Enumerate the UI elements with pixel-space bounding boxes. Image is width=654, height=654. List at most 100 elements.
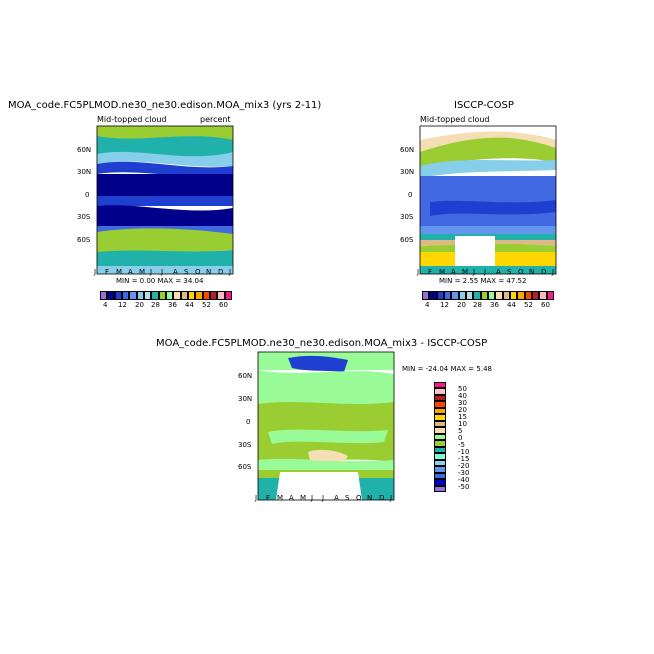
obs-colorbar-swatch [509,291,518,300]
obs-month-tick: S [507,268,512,276]
diff-month-tick: S [345,494,350,502]
obs-colorbar-swatch [422,291,430,300]
obs-colorbar-swatch [480,291,488,300]
model-colorbar-swatch [100,291,108,300]
diff-colorbar-label: 20 [458,406,467,414]
model-colorbar-swatch [114,291,122,300]
diff-colorbar-label: 30 [458,399,467,407]
diff-month-tick: N [367,494,373,502]
diff-month-tick: F [266,494,271,502]
obs-colorbar-label: 28 [473,301,482,309]
obs-colorbar-label: 44 [507,301,516,309]
diff-colorbar-label: -15 [458,455,470,463]
model-colorbar-swatch [187,291,196,300]
diff-max-value: 5.48 [476,365,492,373]
obs-month-tick: M [462,268,469,276]
obs-band-itcz [430,200,556,216]
model-month-tick: M [116,268,123,276]
obs-band-polar-s-bottom [420,266,556,274]
model-colorbar-label: 12 [118,301,127,309]
diff-colorbar-swatch [434,472,446,480]
obs-panel-variable-label: Mid-topped cloud [420,115,490,124]
model-lat-tick-30s: 30S [77,213,91,221]
model-month-tick: J [94,268,97,276]
diff-colorbar-label: 10 [458,420,467,428]
diff-min-value: -24.04 [425,365,449,373]
diff-month-tick: J [390,494,393,502]
model-colorbar-swatch [180,291,188,300]
diff-contour-plot [257,351,395,501]
obs-colorbar-swatch [465,291,474,300]
model-month-axis: J F M A M J J A S O N D J [94,268,238,278]
model-band-polar-s1 [97,250,233,266]
model-max-value: 34.04 [183,277,204,285]
obs-colorbar-swatch [517,291,525,300]
obs-colorbar-swatch [458,291,466,300]
diff-colorbar-label: -5 [458,441,465,449]
diff-band-arctic-blue [288,355,348,372]
model-colorbar-swatch [129,291,137,300]
obs-colorbar-swatch [436,291,444,300]
obs-colorbar [422,291,554,300]
diff-plot-area [257,351,395,501]
diff-month-tick: J [255,494,258,502]
model-colorbar [100,291,232,300]
model-colorbar-swatch [158,291,166,300]
model-colorbar-swatch [195,291,203,300]
model-colorbar-swatch [143,291,152,300]
model-band-polar-s2 [97,266,233,274]
model-colorbar-label: 44 [185,301,194,309]
diff-colorbar-swatch [434,440,446,447]
diff-colorbar-swatch [434,414,446,421]
model-colorbar-swatch [217,291,225,300]
diff-month-tick: A [289,494,294,502]
diff-month-tick: M [300,494,307,502]
model-min-value: 0.00 [139,277,156,285]
obs-colorbar-label: 20 [457,301,466,309]
model-lat-tick-60s: 60S [77,236,91,244]
diff-lat-tick-0: 0 [246,418,251,426]
model-month-tick: D [218,268,224,276]
obs-colorbar-swatch [502,291,510,300]
obs-min-max: MIN = 2.55 MAX = 47.52 [439,277,527,285]
model-band-equator [97,196,233,206]
diff-colorbar-label: -20 [458,462,470,470]
diff-lat-tick-60s: 60S [238,463,252,471]
obs-month-tick: A [451,268,456,276]
obs-colorbar-labels: 4 12 20 28 36 44 52 60 [422,301,554,310]
model-band-sub-n [97,161,233,177]
obs-colorbar-swatch [539,291,547,300]
diff-colorbar-label: -50 [458,483,470,491]
diff-colorbar-swatch [434,427,446,434]
diff-colorbar-swatch [434,401,446,408]
obs-colorbar-swatch [546,291,554,300]
obs-month-tick: M [439,268,446,276]
model-colorbar-label: 20 [135,301,144,309]
obs-month-tick: D [541,268,547,276]
diff-month-axis: J F M A M J J A S O N D J [255,494,399,504]
diff-min-max: MIN = -24.04 MAX = 5.48 [402,365,492,373]
obs-month-tick: F [428,268,433,276]
model-month-tick: J [229,268,232,276]
model-colorbar-label: 4 [103,301,108,309]
obs-lat-tick-60s: 60S [400,236,414,244]
obs-lat-tick-30n: 30N [400,168,415,176]
obs-band-missing [455,236,495,274]
diff-colorbar-label: -30 [458,469,470,477]
model-colorbar-label: 52 [202,301,211,309]
diff-colorbar-label: 0 [458,434,463,442]
obs-plot-frame [419,125,557,275]
model-colorbar-swatch [202,291,210,300]
diff-colorbar-labels: 50 40 30 20 15 10 5 0 -5 -10 -15 -20 -30… [458,383,488,493]
model-colorbar-swatch [136,291,144,300]
diff-plot-frame [257,351,395,501]
obs-min-value: 2.55 [462,277,479,285]
model-band-high-s [97,228,233,252]
diff-colorbar-label: 5 [458,427,463,435]
obs-colorbar-label: 52 [524,301,533,309]
obs-lat-tick-0: 0 [408,191,413,199]
obs-colorbar-swatch [495,291,503,300]
model-colorbar-label: 60 [219,301,228,309]
diff-month-tick: O [356,494,362,502]
model-band-tropics-n [97,174,233,196]
